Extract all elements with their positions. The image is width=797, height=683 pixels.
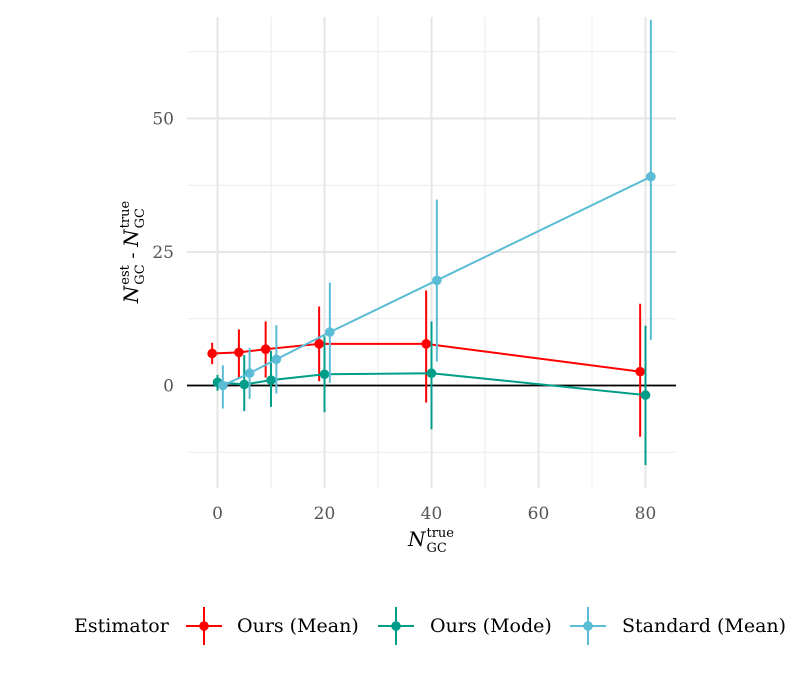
data-point [234, 347, 244, 358]
legend-label: Ours (Mean) [237, 615, 359, 637]
data-point [635, 366, 645, 377]
legend-title: Estimator [74, 615, 170, 637]
data-point [314, 339, 324, 349]
data-point [239, 379, 250, 390]
data-point [426, 368, 437, 379]
series-standard-mean [218, 19, 656, 409]
legend-item: Ours (Mean) [186, 607, 359, 645]
data-point [325, 327, 335, 337]
x-tick-labels: 0 20 40 60 80 [212, 504, 656, 524]
data-point [421, 339, 431, 349]
legend-item: Standard (Mean) [570, 607, 786, 645]
data-point [319, 369, 330, 380]
series-ours-mean [207, 290, 645, 437]
data-point [244, 368, 255, 379]
x-tick-label: 20 [314, 504, 336, 524]
y-axis-title: NestGC - NtrueGC [118, 201, 148, 305]
x-tick-label: 80 [635, 504, 657, 524]
data-point [207, 348, 217, 359]
data-point [271, 354, 282, 365]
x-tick-label: 60 [528, 504, 550, 524]
series-line [222, 175, 652, 387]
data-point [646, 171, 656, 182]
legend-label: Standard (Mean) [622, 615, 786, 637]
y-tick-labels: 0 25 50 [152, 110, 174, 397]
x-axis-title: Ntrue GC [407, 526, 454, 556]
data-point [260, 344, 271, 354]
legend-key-point [391, 621, 401, 631]
x-tick-label: 0 [212, 504, 223, 524]
series-layer [207, 19, 656, 466]
y-tick-label: 50 [152, 110, 174, 130]
data-point [640, 390, 651, 400]
legend-item: Ours (Mode) [378, 607, 552, 645]
x-tick-label: 40 [421, 504, 443, 524]
y-tick-label: 25 [152, 243, 174, 263]
legend-key-point [199, 621, 209, 631]
legend-key-point [583, 621, 593, 631]
legend: Estimator Ours (Mean) Ours (Mode) Standard… [74, 607, 786, 645]
series-ours-mode [212, 321, 651, 466]
y-tick-label: 0 [163, 377, 174, 397]
legend-label: Ours (Mode) [430, 615, 552, 637]
data-point [218, 380, 228, 391]
data-point [266, 375, 276, 385]
data-point [432, 275, 442, 286]
